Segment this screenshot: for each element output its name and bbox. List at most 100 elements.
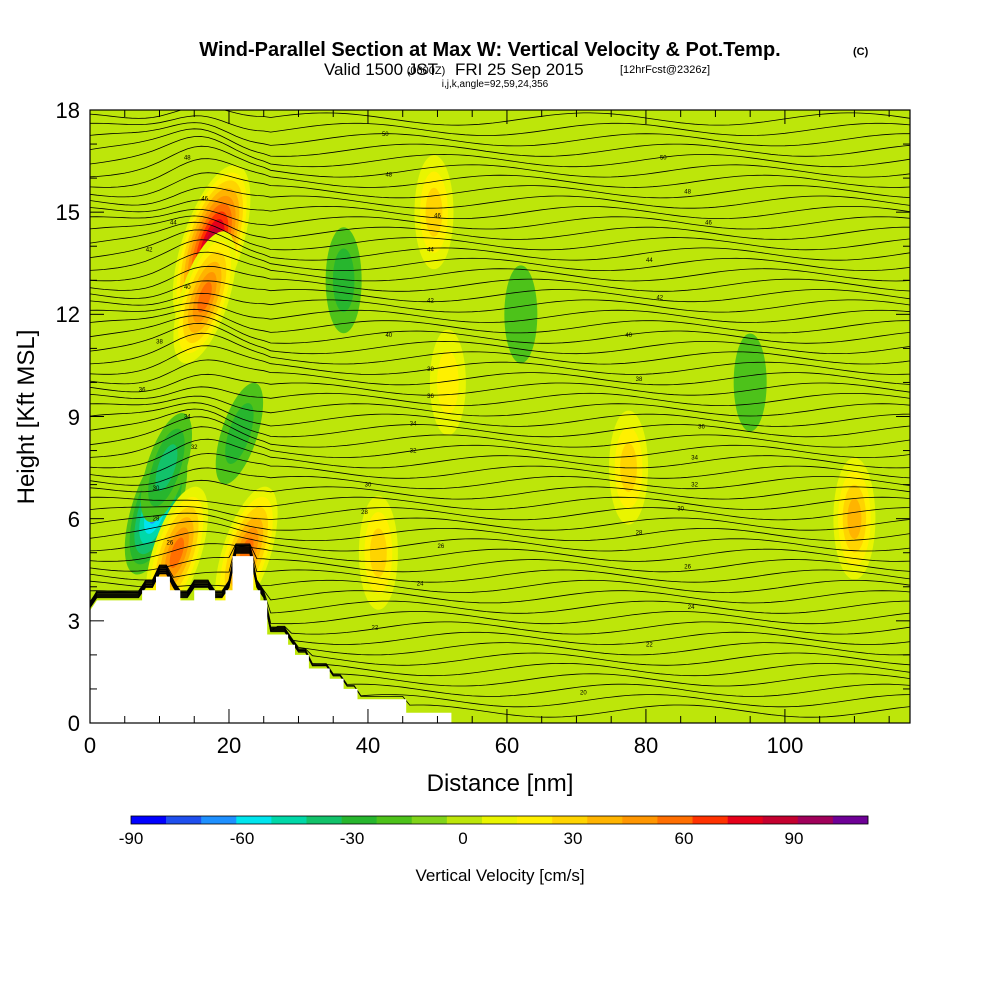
colorbar-swatch [341,816,377,824]
isotherm-label: 44 [646,258,653,264]
isotherm-label: 36 [698,425,705,431]
isotherm-line [90,221,910,251]
isotherm-line [90,408,910,438]
isotherm-line [90,426,910,458]
y-tick-label: 18 [56,98,80,123]
isotherm-line [90,512,910,531]
isotherm-label: 36 [139,387,146,393]
isotherm-label: 26 [167,541,174,547]
isotherm-label: 24 [417,581,424,587]
y-axis-label: Height [Kft MSL] [13,330,40,505]
colorbar-tick-labels: -90 -60 -30 0 30 60 90 [119,829,804,848]
isotherm-label: 34 [691,455,698,461]
colorbar [130,815,869,825]
isotherm-line [90,251,910,282]
isotherm-label: 40 [625,333,632,339]
isotherm-label: 22 [646,643,653,649]
colorbar-swatch [727,816,764,824]
isotherm-line [90,172,910,199]
isotherm-line [90,186,910,209]
velocity-cell [504,265,538,364]
velocity-band [225,403,254,464]
isotherm-line [90,402,910,427]
isotherm-label: 28 [361,510,368,516]
isotherm-line [90,546,910,614]
axis-ticks [89,109,910,724]
y-tick-label: 3 [68,609,80,634]
isotherm-line [90,438,910,469]
isotherm-label: 30 [365,483,372,489]
isotherm-label: 38 [427,367,434,373]
colorbar-swatch [376,816,413,824]
isotherm-line [90,543,910,573]
x-tick-label: 40 [356,733,380,758]
velocity-cell [173,231,236,364]
isotherm-label: 42 [146,248,153,254]
isotherm-line [90,373,910,396]
isotherm-line [90,199,910,219]
colorbar-swatch [131,816,167,824]
x-tick-label: 20 [217,733,241,758]
plot-area: 50 50 48 48 48 46 46 46 44 44 44 42 42 42 40 40 40 38 38 38… [90,110,910,723]
velocity-band [847,498,862,539]
colorbar-swatch [692,816,728,824]
isotherm-label: 40 [385,333,392,339]
colorbar-swatch [201,816,237,824]
x-axis-label: Distance [nm] [427,770,574,797]
isotherm-line [90,453,910,479]
isotherm-label: 34 [184,415,191,421]
isotherm-label: 32 [691,483,698,489]
colorbar-tick-label: 0 [458,829,467,848]
isotherm-label: 38 [636,377,643,383]
isotherm-label: 28 [153,517,160,523]
colorbar-swatch [762,816,799,824]
chart-params: i,j,k,angle=92,59,24,356 [442,79,549,90]
valid-date: FRI 25 Sep 2015 [455,60,584,79]
isotherm-line [90,386,910,407]
colorbar-swatch [166,816,202,824]
colorbar-tick-label: 90 [785,829,804,848]
velocity-cell [325,227,362,334]
isotherm-line [90,479,910,500]
velocity-band [332,248,355,313]
isotherm-line [90,145,910,178]
isotherm-line [90,292,910,313]
isotherm-line [90,416,910,448]
x-tick-label: 80 [634,733,658,758]
velocity-band [197,282,212,313]
isotherm-line [90,208,910,230]
colorbar-tick-label: -60 [230,829,255,848]
isotherm-line [90,280,910,303]
isotherm-label: 44 [427,248,434,254]
isotherm-label: 20 [580,690,587,696]
isotherm-line [90,332,910,365]
isotherm-label: 46 [434,214,441,220]
isotherm-label: 24 [688,605,695,611]
terrain [90,556,452,723]
velocity-band [733,333,767,432]
x-tick-label: 100 [767,733,804,758]
isotherm-label: 40 [184,285,191,291]
x-tick-labels: 0 20 40 60 80 100 [84,733,803,758]
y-tick-label: 6 [68,507,80,532]
colorbar-swatch [306,816,342,824]
colorbar-swatch [411,816,448,824]
velocity-cell [358,495,398,610]
isotherm-label: 46 [705,220,712,226]
colorbar-frame [130,815,869,825]
isotherm-label: 30 [153,486,160,492]
velocity-cell [833,457,876,580]
colorbar-tick-label: -90 [119,829,144,848]
velocity-band [437,350,459,415]
velocity-cell [733,333,767,432]
colorbar-swatch [271,816,307,824]
isotherm-line [90,215,910,240]
colorbar-swatch [622,816,658,824]
isotherm-line [90,122,910,147]
chart-title: Wind-Parallel Section at Max W: Vertical… [199,39,780,61]
isotherm-line [90,229,910,261]
isotherm-label: 26 [684,564,691,570]
isotherm-line [90,302,910,323]
y-tick-label: 15 [56,200,80,225]
isotherm-label: 42 [427,299,434,305]
